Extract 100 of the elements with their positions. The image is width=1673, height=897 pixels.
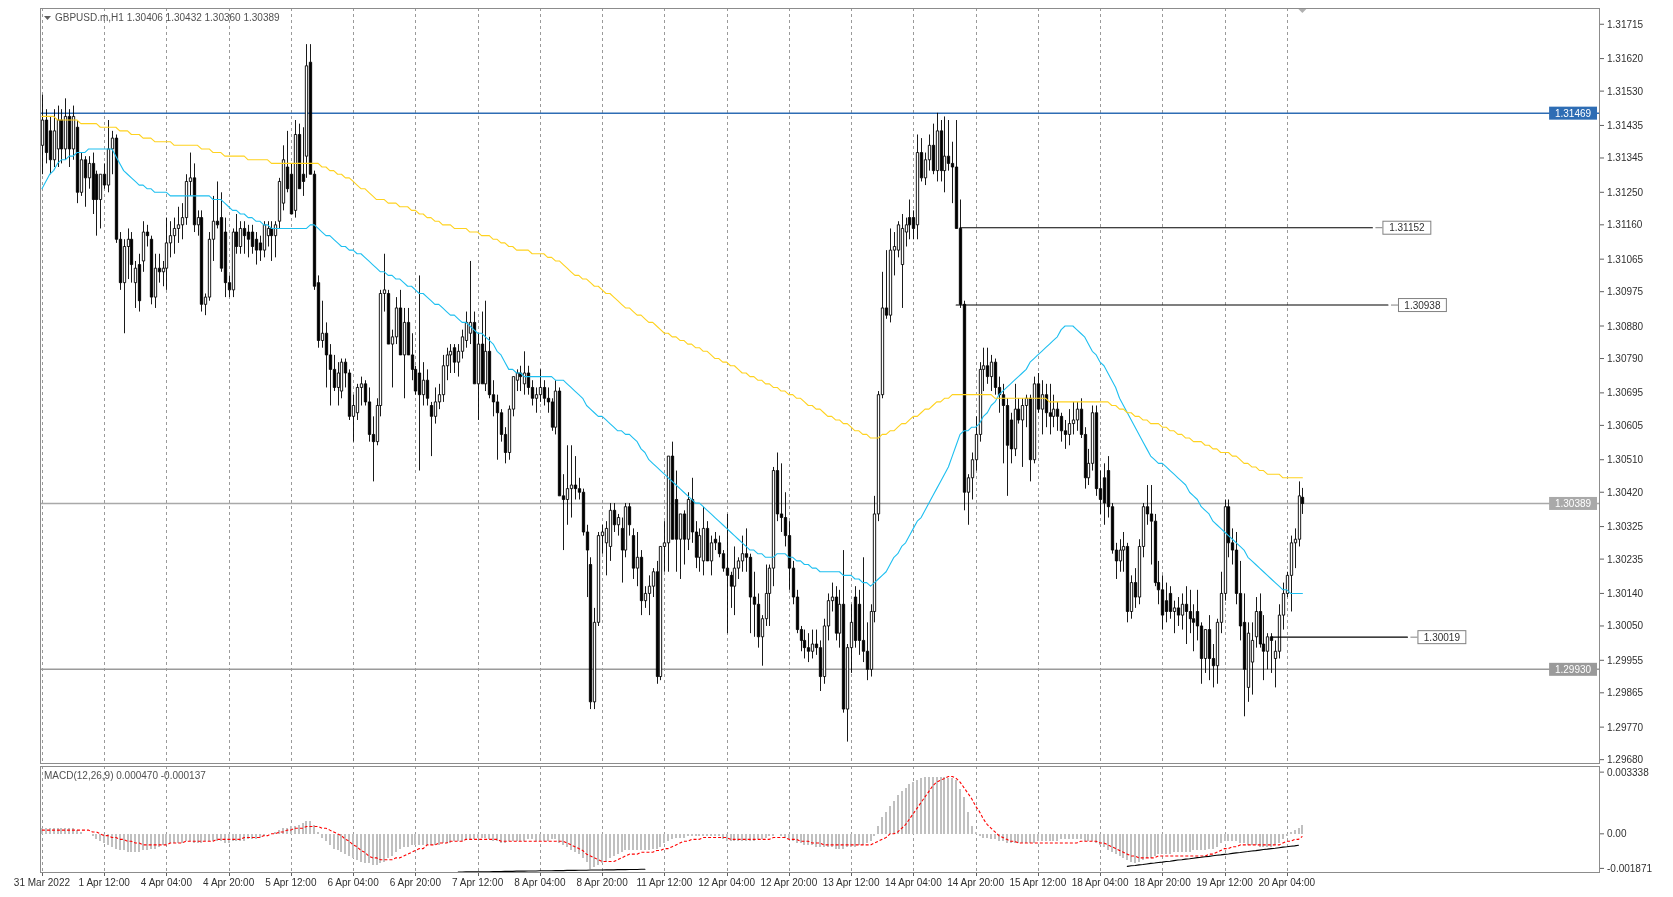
bar	[130, 833, 133, 853]
bar	[204, 833, 207, 842]
bar	[908, 783, 911, 834]
bar	[383, 833, 386, 862]
y-tick-label: 1.30790	[1607, 353, 1644, 365]
bar	[103, 833, 106, 844]
bar	[589, 833, 592, 869]
chart-title: MACD(12,26,9) 0.000470 -0.000137	[44, 770, 207, 781]
bar	[955, 780, 958, 834]
bar	[966, 811, 969, 834]
bar	[328, 833, 331, 845]
bar	[1274, 833, 1277, 845]
bar	[764, 833, 767, 838]
bar	[947, 778, 950, 834]
candlestick	[293, 119, 298, 219]
bar	[1130, 833, 1133, 862]
bar	[1110, 833, 1113, 853]
bar	[406, 833, 409, 847]
candlestick	[810, 629, 815, 659]
bar	[1149, 833, 1152, 858]
bar	[1091, 833, 1094, 842]
bar	[671, 833, 674, 840]
candlestick	[900, 213, 905, 309]
bar	[367, 833, 370, 864]
bar	[1211, 833, 1214, 849]
bar	[951, 778, 954, 834]
chart-title: GBPUSD.m,H1 1.30406 1.30432 1.30360 1.30389	[55, 12, 281, 23]
bar	[402, 833, 405, 847]
bar	[1235, 833, 1238, 842]
bar	[398, 833, 401, 849]
bar	[1106, 833, 1109, 851]
candlestick	[935, 112, 940, 182]
bar	[293, 826, 296, 834]
bar	[1239, 833, 1242, 844]
ref-line-label: 1.31469	[1554, 107, 1592, 119]
bar	[663, 833, 666, 844]
bar	[904, 787, 907, 834]
bar	[1270, 833, 1273, 847]
bar	[1169, 833, 1172, 855]
bar	[297, 824, 300, 834]
bar	[344, 833, 347, 855]
bar	[597, 833, 600, 866]
bar	[1056, 833, 1059, 842]
bar	[659, 833, 662, 847]
bar	[356, 833, 359, 860]
line-series	[41, 148, 1303, 594]
bar	[616, 833, 619, 855]
bar	[515, 833, 518, 842]
bar	[99, 833, 102, 842]
bar	[667, 833, 670, 842]
bar	[601, 833, 604, 864]
bar	[60, 828, 63, 834]
bar	[678, 833, 681, 838]
bar	[422, 833, 425, 845]
bar	[803, 833, 806, 845]
bar	[379, 833, 382, 864]
bar	[990, 833, 993, 840]
bar	[554, 833, 557, 840]
bar	[819, 833, 821, 847]
y-tick-label: 1.31250	[1607, 186, 1644, 198]
x-tick-label: 6 Apr 20:00	[389, 877, 442, 888]
candlestick	[141, 220, 146, 273]
bar	[682, 833, 685, 838]
bar	[223, 833, 226, 844]
bar	[492, 833, 495, 842]
candlestick	[242, 220, 247, 255]
bar	[1040, 833, 1043, 842]
bar	[472, 833, 475, 840]
bar	[340, 833, 343, 853]
bar	[519, 833, 522, 842]
candlestick	[417, 274, 422, 472]
bar	[877, 826, 880, 834]
bar	[336, 833, 339, 851]
bar	[850, 833, 853, 847]
y-tick-label: 1.30605	[1607, 419, 1644, 431]
bar	[1200, 833, 1203, 851]
bar	[542, 833, 545, 842]
bar	[196, 833, 199, 844]
bar	[387, 833, 390, 858]
bar	[889, 806, 892, 834]
bar	[169, 833, 172, 844]
bar	[1060, 833, 1063, 840]
bar	[1141, 833, 1144, 860]
bar	[1219, 833, 1222, 844]
bar	[1145, 833, 1148, 858]
x-tick-label: 7 Apr 12:00	[452, 877, 504, 888]
y-tick-label: 1.30880	[1607, 320, 1644, 332]
bar	[675, 833, 678, 838]
bar	[1071, 833, 1074, 840]
bar	[1017, 833, 1020, 844]
bar	[1297, 828, 1300, 834]
candlestick	[1020, 397, 1025, 468]
candlestick	[1048, 383, 1053, 435]
bar	[441, 833, 444, 844]
y-tick-label: 1.30325	[1607, 521, 1644, 533]
bar	[184, 833, 187, 842]
bar	[1176, 833, 1179, 853]
bar	[437, 833, 440, 845]
bar	[1301, 825, 1304, 834]
bar	[394, 833, 397, 853]
